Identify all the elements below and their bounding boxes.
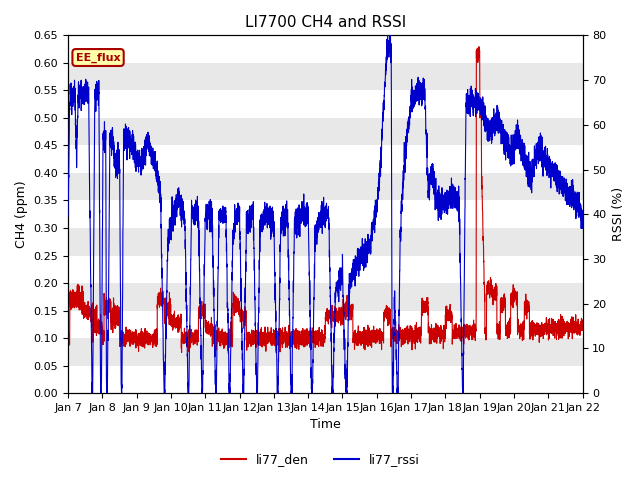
li77_rssi <box>399 184 406 190</box>
Line: li77_rssi: li77_rssi <box>68 36 582 393</box>
Line: li77_den: li77_den <box>68 47 582 352</box>
li77_rssi <box>157 252 165 258</box>
Bar <box>68 36 582 63</box>
Bar <box>68 311 582 338</box>
li77_den <box>488 287 495 292</box>
Bar <box>68 90 582 118</box>
Y-axis label: CH4 (ppm): CH4 (ppm) <box>15 180 28 248</box>
li77_den <box>399 333 406 339</box>
li77_rssi <box>261 199 269 205</box>
li77_den <box>64 328 72 334</box>
li77_rssi <box>64 214 72 219</box>
li77_den <box>261 335 269 341</box>
li77_rssi <box>384 33 392 38</box>
li77_rssi <box>449 198 456 204</box>
li77_rssi <box>88 390 96 396</box>
Bar <box>68 366 582 393</box>
Y-axis label: RSSI (%): RSSI (%) <box>612 187 625 241</box>
li77_den <box>475 44 483 49</box>
Bar <box>68 145 582 173</box>
li77_den <box>157 303 165 309</box>
Bar <box>68 255 582 283</box>
X-axis label: Time: Time <box>310 419 340 432</box>
li77_rssi <box>373 197 381 203</box>
Text: EE_flux: EE_flux <box>76 52 120 63</box>
li77_den <box>373 333 381 338</box>
li77_rssi <box>488 127 495 133</box>
Title: LI7700 CH4 and RSSI: LI7700 CH4 and RSSI <box>244 15 406 30</box>
Bar <box>68 201 582 228</box>
li77_rssi <box>579 221 586 227</box>
li77_den <box>579 327 586 333</box>
li77_den <box>178 349 186 355</box>
li77_den <box>448 314 456 320</box>
Legend: li77_den, li77_rssi: li77_den, li77_rssi <box>216 448 424 471</box>
